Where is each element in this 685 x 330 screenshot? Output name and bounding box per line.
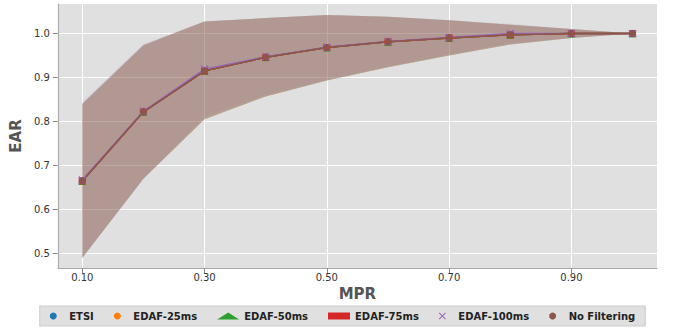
svg-text:0.70: 0.70: [438, 272, 460, 283]
svg-text:ETSI: ETSI: [69, 311, 94, 322]
svg-text:0.9: 0.9: [34, 72, 50, 83]
svg-text:0.8: 0.8: [34, 116, 50, 127]
svg-text:0.30: 0.30: [193, 272, 215, 283]
svg-text:0.50: 0.50: [316, 272, 338, 283]
svg-text:0.5: 0.5: [34, 248, 50, 259]
svg-text:0.10: 0.10: [71, 272, 93, 283]
svg-text:1.0: 1.0: [34, 28, 50, 39]
svg-text:EDAF-75ms: EDAF-75ms: [355, 311, 419, 322]
svg-text:0.90: 0.90: [560, 272, 582, 283]
svg-text:MPR: MPR: [339, 285, 377, 303]
svg-text:EAR: EAR: [7, 119, 25, 153]
svg-text:No Filtering: No Filtering: [569, 311, 636, 322]
svg-text:0.7: 0.7: [34, 160, 50, 171]
svg-text:EDAF-100ms: EDAF-100ms: [458, 311, 529, 322]
svg-text:EDAF-25ms: EDAF-25ms: [133, 311, 197, 322]
svg-text:0.6: 0.6: [34, 204, 50, 215]
svg-text:EDAF-50ms: EDAF-50ms: [244, 311, 308, 322]
